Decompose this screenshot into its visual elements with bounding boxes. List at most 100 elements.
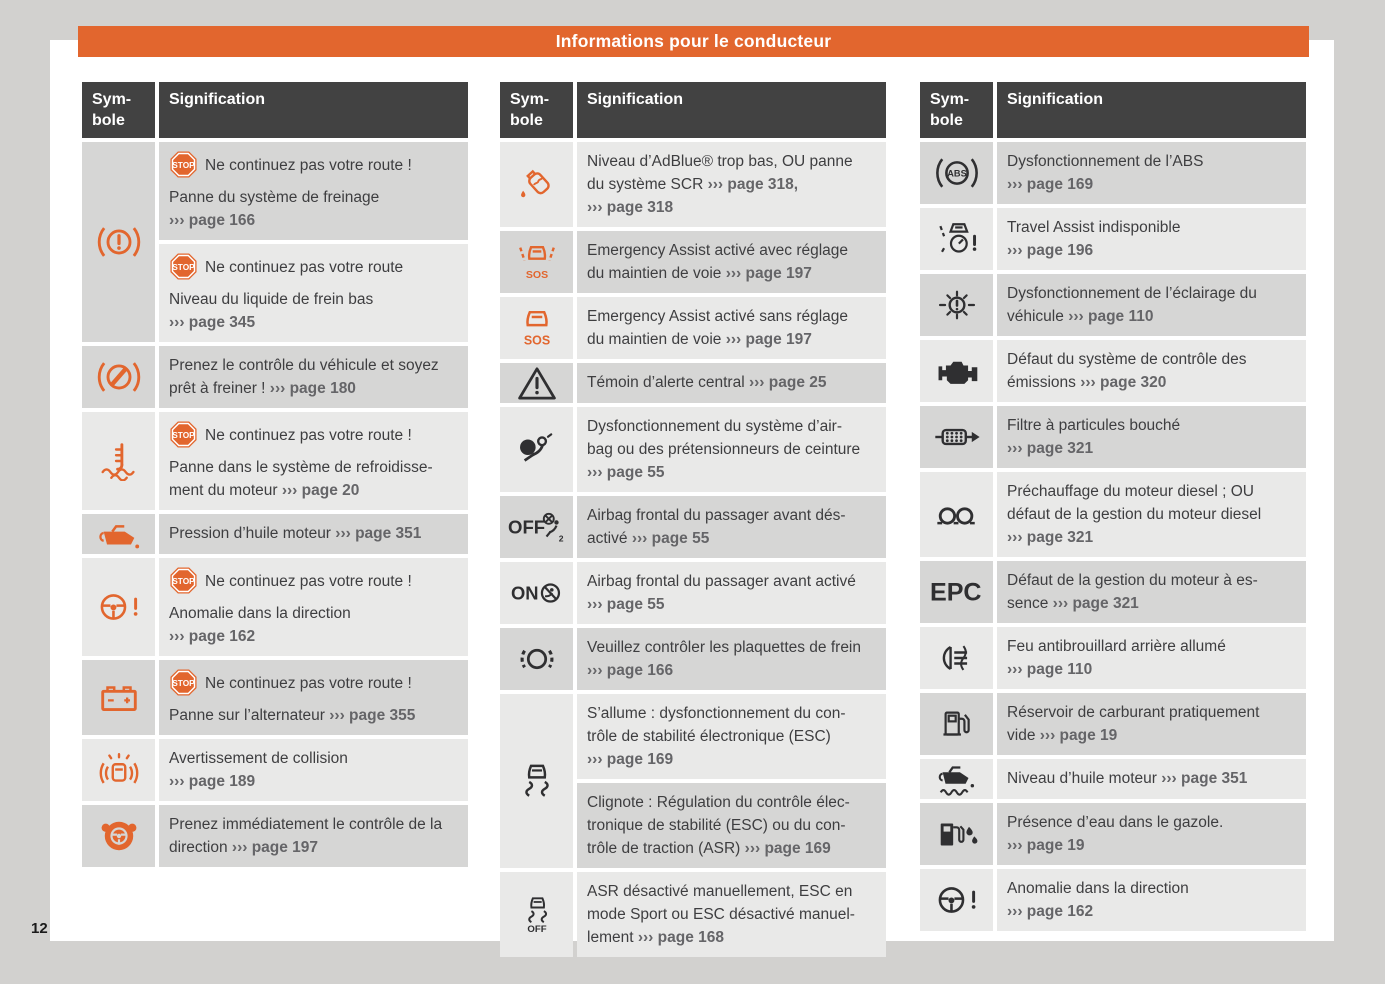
page-reference: ››› page 196 — [1007, 242, 1094, 259]
signification-cell: Emergency Assist activé avec réglage du … — [577, 231, 886, 293]
page-number: 12 — [31, 920, 48, 937]
table-row: Pression d’huile moteur ››› page 351 — [82, 514, 468, 554]
symbol-cell — [82, 514, 155, 554]
page-reference: ››› page 321 — [1007, 440, 1094, 457]
signification-cell: Niveau d’huile moteur ››› page 351 — [997, 759, 1306, 799]
fuel-icon — [936, 704, 978, 744]
symbol-cell — [920, 869, 993, 931]
signification-cell: Pression d’huile moteur ››› page 351 — [159, 514, 468, 554]
page-reference: ››› page 180 — [269, 380, 356, 397]
signification-cell: Niveau d’AdBlue® trop bas, OU panne du s… — [577, 142, 886, 227]
chapter-title: Informations pour le conducteur — [555, 31, 832, 51]
table-row: SOS Emergency Assist activé avec réglage … — [500, 231, 886, 293]
oil-level-icon — [934, 759, 980, 799]
page-reference: ››› page 351 — [335, 525, 422, 542]
page-reference: ››› page 55 — [587, 464, 665, 481]
signification-cell: Témoin d’alerte central ››› page 25 — [577, 363, 886, 403]
symbol-cell — [920, 693, 993, 755]
page-reference: ››› page 55 — [631, 530, 710, 547]
water-in-fuel-icon — [934, 814, 980, 854]
symbols-table-3: Sym- bole Signification ABS Dysfonctionneme… — [920, 82, 1306, 931]
light-malfunction-icon — [935, 285, 979, 325]
symbols-table-1: Sym- bole Signification STOP Ne continuez p… — [82, 82, 468, 867]
table-header-row: Sym- bole Signification — [82, 82, 468, 138]
epc-icon: EPC — [929, 572, 985, 612]
signification-cell: Airbag frontal du passager avant dés- ac… — [577, 496, 886, 558]
table-row: ABS Dysfonctionnement de l’ABS ››› page 1… — [920, 142, 1306, 204]
svg-text:STOP: STOP — [172, 430, 195, 440]
adblue-icon — [514, 165, 560, 205]
table-row: Travel Assist indisponible ››› page 196 — [920, 208, 1306, 270]
page-reference: ››› page 110 — [1068, 308, 1154, 325]
svg-text:STOP: STOP — [172, 678, 195, 688]
page-reference: ››› page 110 — [1007, 661, 1093, 678]
signification-cell: Réservoir de carburant pratiquement vide… — [997, 693, 1306, 755]
table-row: EPC Défaut de la gestion du moteur à es- … — [920, 561, 1306, 623]
symbol-cell: EPC — [920, 561, 993, 623]
page-reference: ››› page 345 — [169, 314, 256, 331]
stop-badge-icon: STOP — [169, 668, 198, 704]
esc-off-icon: OFF — [515, 895, 559, 935]
signification-cell: Dysfonctionnement du système d’air- bag … — [577, 407, 886, 492]
signification-cell: Dysfonctionnement de l’ABS ››› page 169 — [997, 142, 1306, 204]
symbol-cell — [920, 274, 993, 336]
page-reference: ››› page 162 — [169, 628, 256, 645]
page-reference: ››› page 168 — [637, 929, 724, 946]
page-reference: ››› page 197 — [725, 331, 812, 348]
symbol-cell — [82, 346, 155, 408]
symbol-cell: ON — [500, 562, 573, 624]
signification-cell: Feu antibrouillard arrière allumé ››› pa… — [997, 627, 1306, 689]
symbol-cell: OFF 2 — [500, 496, 573, 558]
central-warning-icon — [515, 363, 559, 403]
symbols-table-2: Sym- bole Signification Niveau d’AdBlue® t… — [500, 82, 886, 957]
svg-text:SOS: SOS — [523, 333, 549, 347]
steering-warning-icon — [933, 880, 981, 920]
steering-warning-icon — [95, 587, 143, 627]
symbol-cell — [920, 759, 993, 799]
svg-text:EPC: EPC — [929, 579, 981, 607]
signification-cell: S’allume : dysfonctionnement du con- trô… — [577, 694, 886, 779]
signification-cell: Défaut du système de contrôle des émissi… — [997, 340, 1306, 402]
brake-warning-icon — [96, 222, 142, 262]
svg-text:STOP: STOP — [172, 160, 195, 170]
oil-pressure-icon — [96, 514, 142, 554]
table-row: Prenez immédiatement le contrôle de la d… — [82, 805, 468, 867]
symbol-cell: SOS — [500, 297, 573, 359]
chapter-header-bar: Informations pour le conducteur — [78, 26, 1309, 57]
travel-assist-icon — [933, 219, 981, 259]
signification-cell: Avertissement de collision ››› page 189 — [159, 739, 468, 801]
svg-text:ABS: ABS — [947, 169, 966, 179]
svg-text:STOP: STOP — [172, 576, 195, 586]
signification-cell: Présence d’eau dans le gazole. ››› page … — [997, 803, 1306, 865]
signification-cell: Dysfonctionnement de l’éclairage du véhi… — [997, 274, 1306, 336]
svg-text:OFF: OFF — [508, 516, 545, 537]
abs-icon: ABS — [933, 153, 981, 193]
svg-text:ON: ON — [511, 582, 539, 603]
rear-fog-icon — [935, 638, 979, 678]
table-row: STOP Ne continuez pas votre route ! Panne… — [82, 412, 468, 510]
symbol-column-header: Sym- bole — [82, 82, 155, 138]
signification-cell: Clignote : Régulation du contrôle élec- … — [577, 783, 886, 868]
signification-cell: Prenez immédiatement le contrôle de la d… — [159, 805, 468, 867]
symbol-cell — [920, 627, 993, 689]
symbol-cell — [500, 628, 573, 690]
page-reference: ››› page 318 — [587, 199, 674, 216]
svg-text:SOS: SOS — [525, 269, 547, 281]
symbol-cell — [82, 805, 155, 867]
table-row: STOP Ne continuez pas votre route ! Panne… — [82, 142, 468, 342]
table-row: Dysfonctionnement de l’éclairage du véhi… — [920, 274, 1306, 336]
page-reference: ››› page 169 — [587, 751, 674, 768]
page-reference: ››› page 166 — [169, 212, 256, 229]
table-row: Feu antibrouillard arrière allumé ››› pa… — [920, 627, 1306, 689]
steering-takeover-icon — [97, 816, 141, 856]
table-row: STOP Ne continuez pas votre route ! Anoma… — [82, 558, 468, 656]
symbol-cell — [920, 472, 993, 557]
collision-warning-icon — [96, 750, 142, 790]
page-reference: ››› page 55 — [587, 596, 665, 613]
airbag-on-icon: ON — [511, 573, 563, 613]
page-reference: ››› page 19 — [1007, 837, 1085, 854]
particulate-filter-icon — [933, 417, 981, 457]
brake-pads-icon — [515, 639, 559, 679]
symbol-cell — [500, 363, 573, 403]
page-reference: ››› page 321 — [1007, 529, 1094, 546]
